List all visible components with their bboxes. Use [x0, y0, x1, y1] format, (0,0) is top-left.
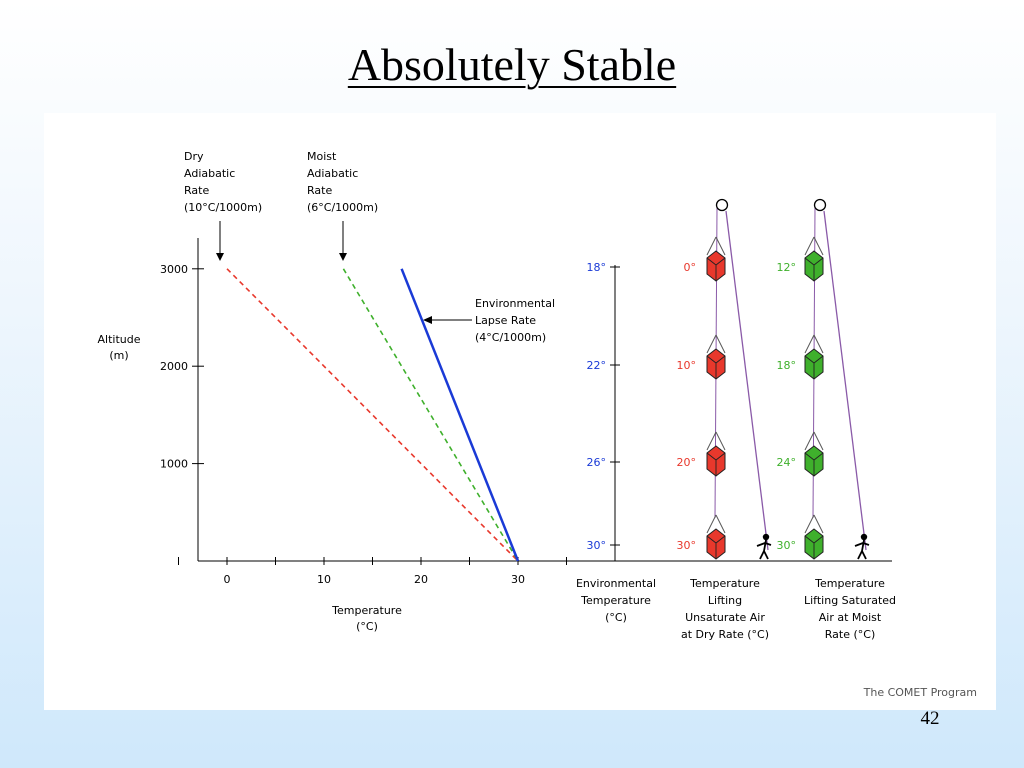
dry-parcel-edges — [706, 535, 726, 559]
env-temp-column-label-line-1: Environmental — [576, 577, 656, 590]
env-temp-value: 30° — [587, 539, 607, 552]
y-tick-label: 2000 — [160, 360, 188, 373]
moist-lift-column-label-line-4: Rate (°C) — [825, 628, 875, 641]
moist-parcel-edges — [804, 452, 824, 476]
x-tick-label: 10 — [317, 573, 331, 586]
env-temp-value: 18° — [587, 261, 607, 274]
env-temp-value: 26° — [587, 456, 607, 469]
moist-parcel-string-right — [813, 514, 824, 534]
environmental-lapse-line — [400, 268, 520, 562]
moist-parcel-string-right — [813, 236, 824, 256]
env-annotation-arrowhead — [423, 316, 432, 324]
dry-puller-figure-head — [762, 533, 770, 541]
dry-parcel-edges — [706, 257, 726, 281]
dry-parcel-string-right — [715, 514, 726, 534]
x-tick-label: 20 — [414, 573, 428, 586]
dry-pulley — [715, 198, 729, 212]
env-lapse-annotation-line-2: Lapse Rate — [475, 314, 536, 327]
dry-puller-figure-body — [756, 539, 772, 560]
env-temp-value: 22° — [587, 359, 607, 372]
y-axis-label-line-2: (m) — [109, 349, 128, 362]
moist-parcel-temp: 18° — [777, 359, 797, 372]
moist-adiabatic-line — [342, 268, 519, 562]
x-tick-label: 30 — [511, 573, 525, 586]
y-tick-label: 3000 — [160, 263, 188, 276]
x-axis-label-line-1: Temperature — [331, 604, 402, 617]
moist-parcel-temp: 12° — [777, 261, 797, 274]
stability-chart: 0 10 20 30 3000 2000 1000 Temperature (°C) Altitu… — [98, 150, 978, 699]
dry-parcel-temp: 20° — [677, 456, 697, 469]
moist-parcel-edges — [804, 257, 824, 281]
dry-parcel-temp: 30° — [677, 539, 697, 552]
dry-parcel-string-left — [706, 514, 717, 534]
moist-lift-column-label-line-3: Air at Moist — [819, 611, 882, 624]
dry-parcel-string-right — [715, 334, 726, 354]
dry-parcel-string-right — [715, 236, 726, 256]
dry-rate-annotation-line-4: (10°C/1000m) — [184, 201, 262, 214]
moist-parcel-temp: 24° — [777, 456, 797, 469]
moist-pulley — [813, 198, 827, 212]
moist-puller-figure-head — [860, 533, 868, 541]
env-lapse-annotation-line-3: (4°C/1000m) — [475, 331, 546, 344]
credit-text: The COMET Program — [863, 686, 977, 699]
dry-parcel-string-right — [715, 431, 726, 451]
moist-parcel-string-left — [804, 514, 815, 534]
dry-parcel-string-left — [706, 236, 717, 256]
moist-parcel-temp: 30° — [777, 539, 797, 552]
dry-adiabatic-line — [226, 268, 519, 562]
dry-lift-column-label-line-1: Temperature — [689, 577, 760, 590]
x-tick-label: 0 — [224, 573, 231, 586]
dry-rate-annotation-line-1: Dry — [184, 150, 204, 163]
dry-rate-annotation-line-3: Rate — [184, 184, 209, 197]
moist-parcel-string-left — [804, 236, 815, 256]
dry-lift-column-label-line-2: Lifting — [708, 594, 742, 607]
env-lapse-annotation-line-1: Environmental — [475, 297, 555, 310]
figure-panel: 0 10 20 30 3000 2000 1000 Temperature (°C) Altitu… — [44, 113, 996, 710]
dry-parcel-temp: 10° — [677, 359, 697, 372]
moist-lift-column-label-line-2: Lifting Saturated — [804, 594, 896, 607]
moist-rate-annotation-line-1: Moist — [307, 150, 337, 163]
y-axis-label-line-1: Altitude — [98, 333, 141, 346]
dry-lift-column-label-line-3: Unsaturate Air — [685, 611, 765, 624]
env-temp-column-label-line-3: (°C) — [605, 611, 627, 624]
y-tick-label: 1000 — [160, 458, 188, 471]
dry-pulley-rope-down — [725, 210, 769, 551]
dry-parcel-edges — [706, 452, 726, 476]
moist-rate-annotation-line-2: Adiabatic — [307, 167, 358, 180]
moist-parcel-edges — [804, 355, 824, 379]
moist-pulley-rope-down — [823, 210, 867, 551]
moist-parcel-string-left — [804, 334, 815, 354]
dry-rate-annotation-line-2: Adiabatic — [184, 167, 235, 180]
dry-annotation-arrowhead — [216, 253, 224, 261]
moist-parcel-string-right — [813, 334, 824, 354]
dry-parcel-string-left — [706, 431, 717, 451]
slide-number: 42 — [920, 708, 940, 729]
moist-annotation-arrowhead — [339, 253, 347, 261]
dry-parcel-edges — [706, 355, 726, 379]
moist-rate-annotation-line-4: (6°C/1000m) — [307, 201, 378, 214]
moist-lift-column-label-line-1: Temperature — [814, 577, 885, 590]
moist-parcel-string-left — [804, 431, 815, 451]
moist-parcel-string-right — [813, 431, 824, 451]
moist-rate-annotation-line-3: Rate — [307, 184, 332, 197]
env-temp-column-label-line-2: Temperature — [580, 594, 651, 607]
x-axis-label-line-2: (°C) — [356, 620, 378, 633]
moist-puller-figure-body — [854, 539, 870, 560]
slide-title: Absolutely Stable — [347, 39, 677, 90]
dry-parcel-string-left — [706, 334, 717, 354]
dry-parcel-temp: 0° — [684, 261, 697, 274]
moist-parcel-edges — [804, 535, 824, 559]
dry-lift-column-label-line-4: at Dry Rate (°C) — [681, 628, 769, 641]
